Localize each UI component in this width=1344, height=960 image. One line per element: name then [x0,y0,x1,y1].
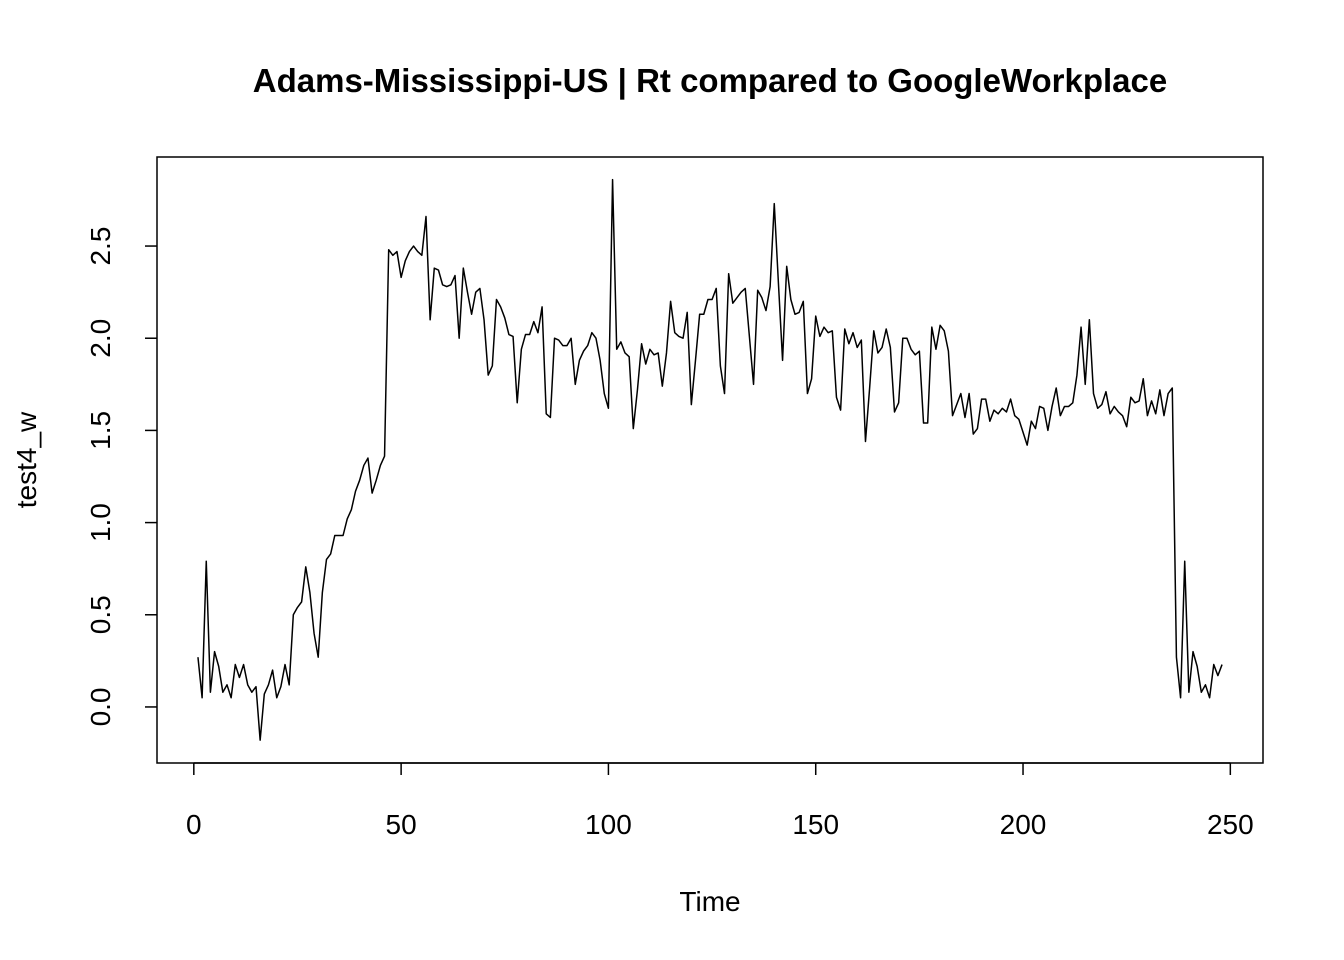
x-tick-label: 200 [1000,809,1047,840]
y-tick-label: 2.0 [85,319,116,358]
chart-title: Adams-Mississippi-US | Rt compared to Go… [253,62,1167,99]
y-tick-label: 0.0 [85,687,116,726]
x-tick-label: 0 [186,809,202,840]
x-tick-label: 150 [792,809,839,840]
y-tick-label: 1.5 [85,411,116,450]
y-tick-label: 2.5 [85,227,116,266]
data-line [197,178,1223,741]
x-tick-label: 50 [386,809,417,840]
y-tick-label: 1.0 [85,503,116,542]
y-tick-label: 0.5 [85,595,116,634]
x-tick-label: 250 [1207,809,1254,840]
y-axis-label: test4_w [11,411,42,508]
plot-frame [156,156,1264,764]
x-axis-label: Time [679,886,740,917]
x-tick-label: 100 [585,809,632,840]
